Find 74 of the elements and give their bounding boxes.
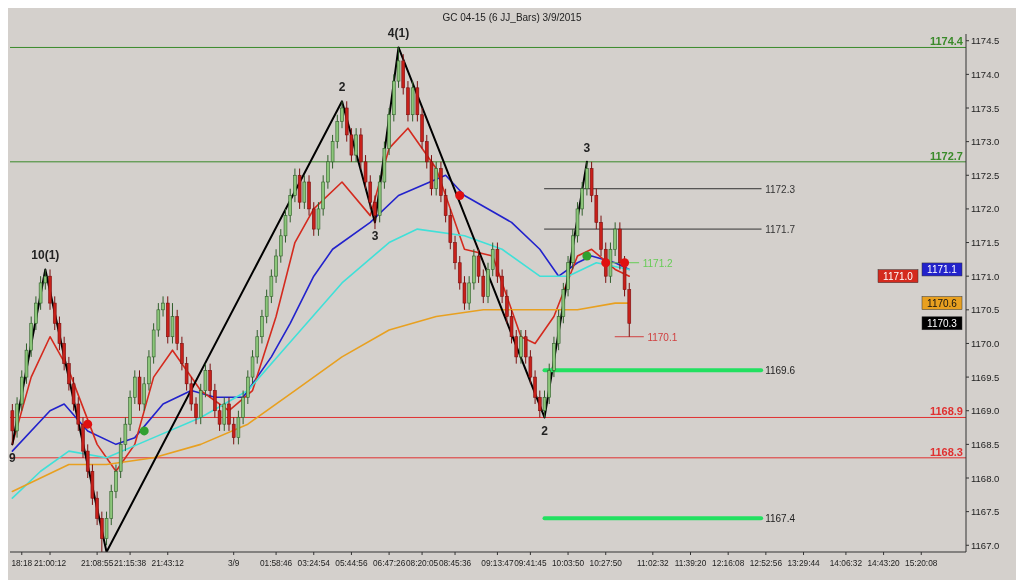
y-tick-label: 1169.0 [971, 405, 1000, 417]
y-tick-label: 1167.0 [971, 539, 1000, 551]
x-tick-label: 10:27:50 [589, 558, 623, 568]
ref-line-label: 1168.9 [929, 405, 963, 418]
annotation: 2 [541, 424, 549, 439]
x-tick-label: 01:58:46 [259, 558, 293, 568]
x-tick-label: 3/9 [227, 558, 240, 568]
annotation: 2 [338, 80, 346, 95]
y-tick-label: 1173.0 [971, 136, 1000, 148]
y-tick-label: 1172.0 [971, 203, 1000, 215]
x-tick-label: 12:16:08 [712, 558, 745, 568]
annotation: 1171.1 [927, 264, 958, 276]
point [582, 251, 592, 261]
y-tick-label: 1173.5 [971, 102, 1000, 114]
y-tick-label: 1172.5 [971, 169, 1000, 181]
annotation: 3 [371, 229, 379, 244]
x-tick-label: 03:24:54 [297, 558, 331, 568]
x-tick-label: 21:00:12 [33, 558, 67, 568]
annotation: 3 [583, 140, 591, 155]
point [83, 419, 93, 429]
chart-title: GC 04-15 (6 JJ_Bars) 3/9/2015 [442, 12, 582, 23]
point [620, 258, 630, 268]
annotation: 10(1) [31, 248, 60, 263]
series-label: 1170.1 [647, 331, 678, 343]
line-series [11, 228, 631, 499]
x-tick-label: 14:06:32 [829, 558, 863, 568]
series-label: 1171.7 [765, 224, 796, 236]
candlestick [302, 174, 307, 210]
y-tick-label: 1169.5 [971, 371, 1000, 383]
y-tick-label: 1170.5 [971, 304, 1000, 316]
series-label: 1167.4 [765, 513, 796, 525]
x-tick-label: 09:13:47 [481, 558, 514, 568]
y-tick-label: 1171.5 [971, 237, 1000, 249]
x-tick-label: 08:20:05 [405, 558, 439, 568]
candlestick [434, 161, 438, 196]
point [455, 190, 465, 200]
series-label: 1172.3 [765, 183, 796, 195]
x-tick-label: 09:41:45 [514, 558, 547, 568]
x-tick-label: 14:43:20 [867, 558, 901, 568]
annotation: 1170.6 [927, 298, 958, 310]
y-tick-label: 1174.5 [971, 35, 1000, 47]
x-tick-label: 05:44:56 [335, 558, 368, 568]
y-tick-label: 1168.5 [971, 438, 1000, 450]
x-tick-label: 13:29:44 [787, 558, 821, 568]
ref-line-label: 1168.3 [929, 445, 963, 458]
candlestick [354, 127, 358, 163]
y-tick-label: 1168.0 [971, 472, 1000, 484]
x-tick-label: 15:20:08 [905, 558, 938, 568]
x-tick-label: 11:39:20 [674, 558, 707, 568]
x-tick-label: 08:45:36 [438, 558, 472, 568]
x-tick-label: 12:52:56 [749, 558, 783, 568]
x-tick-label: 21:43:12 [151, 558, 185, 568]
x-tick-label: 21:15:38 [113, 558, 147, 568]
candlestick [170, 302, 175, 344]
y-tick-label: 1174.0 [971, 68, 1000, 80]
x-tick-label: 11:02:32 [636, 558, 670, 568]
x-tick-label: 21:08:55 [80, 558, 114, 568]
x-tick-label: 10:03:50 [551, 558, 585, 568]
series-label: 1169.6 [765, 365, 796, 377]
ref-line-label: 1172.7 [929, 149, 963, 162]
x-tick-label: 18:18 [11, 558, 33, 568]
point [601, 258, 611, 268]
candlestick [222, 396, 227, 432]
x-tick-label: 06:47:26 [372, 558, 406, 568]
point [139, 426, 149, 436]
annotation: 1171.0 [883, 271, 914, 283]
y-tick-label: 1171.0 [971, 270, 1000, 282]
ref-line-label: 1174.4 [929, 35, 964, 48]
series-label: 1171.2 [642, 257, 673, 269]
annotation: 1170.3 [927, 318, 958, 330]
candlestick [519, 329, 523, 365]
y-tick-label: 1170.0 [971, 337, 1000, 349]
annotation: 4(1) [387, 26, 410, 41]
y-tick-label: 1167.5 [971, 506, 1000, 518]
